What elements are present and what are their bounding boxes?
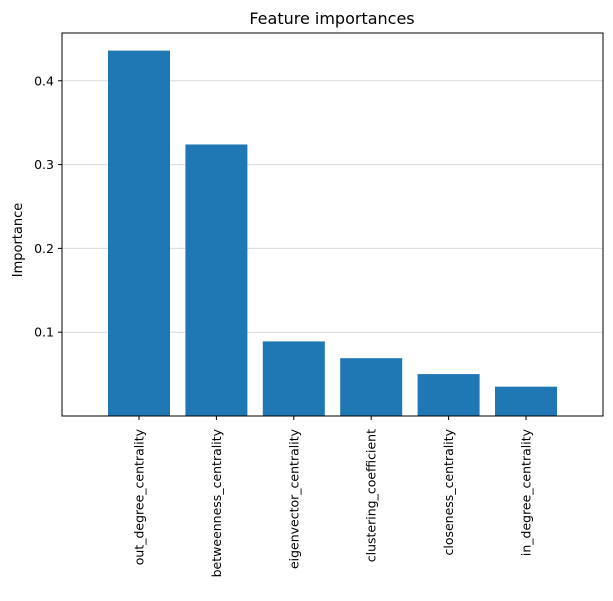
- x-tick-label: out_degree_centrality: [132, 428, 147, 565]
- bar-betweenness_centrality: [185, 144, 248, 416]
- x-axis-ticks: out_degree_centrality betweenness_central…: [132, 416, 534, 577]
- x-tick-label: closeness_centrality: [441, 428, 456, 555]
- y-tick-label: 0.4: [34, 73, 54, 88]
- plot-frame: [61, 32, 604, 417]
- bars: [108, 50, 557, 417]
- y-tick-label: 0.3: [34, 157, 54, 172]
- bar-out_degree_centrality: [108, 50, 170, 417]
- bar-clustering_coefficient: [340, 358, 403, 416]
- bar-closeness_centrality: [417, 374, 480, 416]
- bar-eigenvector_centrality: [262, 341, 325, 416]
- x-tick-label: betweenness_centrality: [209, 428, 224, 577]
- y-tick-label: 0.2: [34, 241, 54, 256]
- x-tick-label: clustering_coefficient: [364, 429, 379, 562]
- y-axis-label: Importance: [11, 203, 26, 278]
- chart-title: Feature importances: [249, 9, 414, 28]
- bar-in_degree_centrality: [495, 386, 557, 416]
- x-tick-label: eigenvector_centrality: [286, 428, 301, 569]
- x-tick-label: in_degree_centrality: [519, 428, 534, 556]
- y-tick-label: 0.1: [34, 325, 54, 340]
- y-axis-ticks: 0.1 0.2 0.3 0.4: [34, 73, 62, 340]
